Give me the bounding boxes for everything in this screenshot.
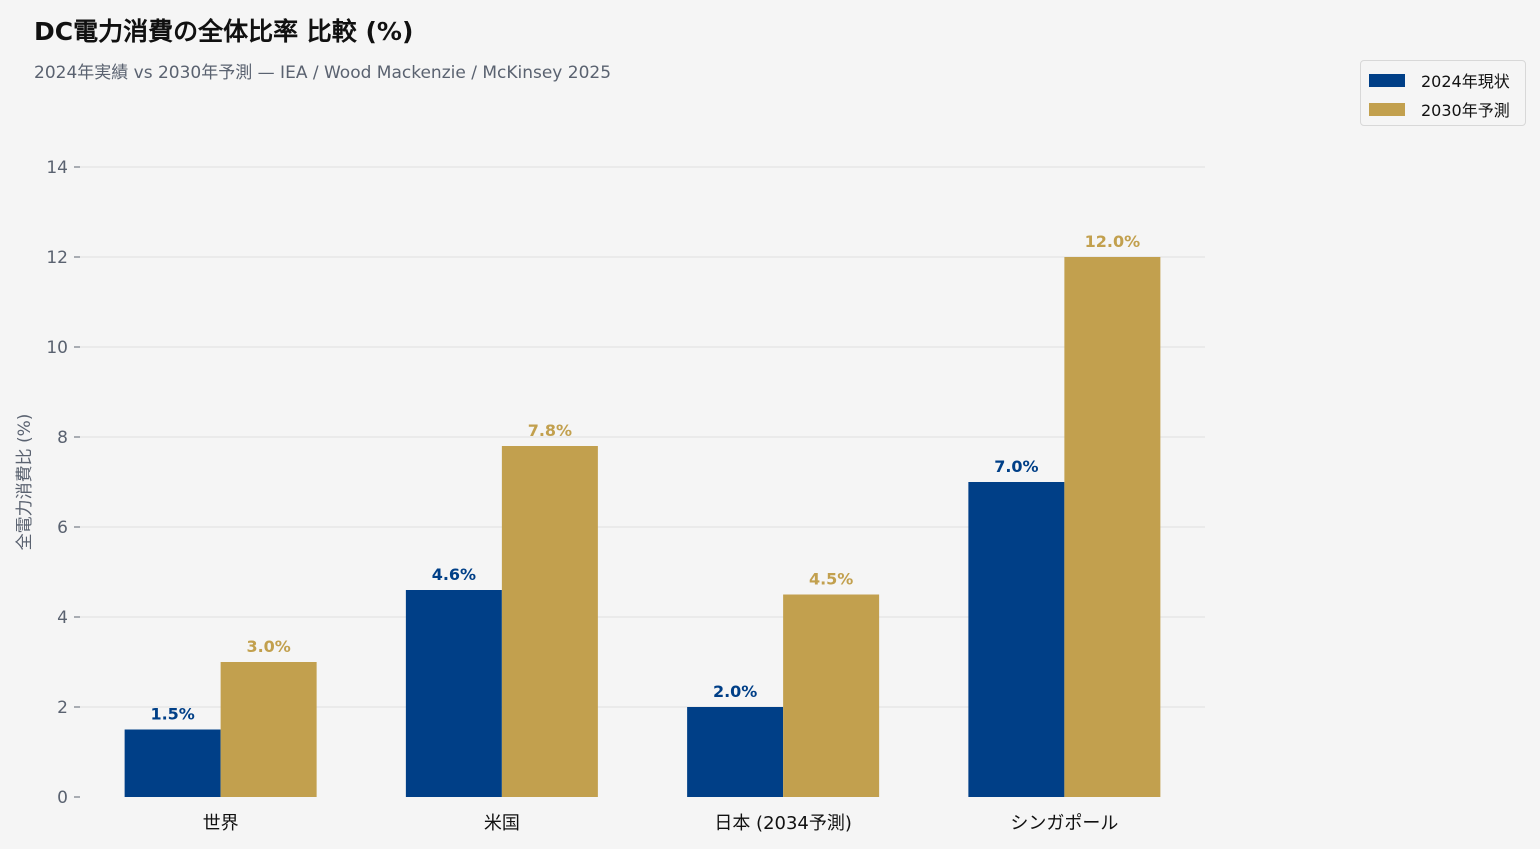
data-label: 3.0%	[246, 637, 290, 656]
legend-swatch	[1369, 102, 1405, 116]
x-tick-label: 世界	[203, 813, 239, 834]
x-tick-label: 米国	[484, 813, 520, 834]
chart-subtitle: 2024年実績 vs 2030年予測 — IEA / Wood Mackenzi…	[34, 63, 612, 83]
bar	[968, 482, 1065, 797]
legend-swatch	[1369, 73, 1405, 87]
bar	[124, 729, 221, 797]
y-tick-label: 0	[57, 788, 68, 808]
bar	[501, 446, 598, 797]
data-label: 12.0%	[1085, 232, 1141, 251]
y-tick-label: 10	[46, 338, 68, 358]
legend: 2024年現状 2030年予測	[1360, 60, 1526, 126]
bar	[1064, 257, 1161, 797]
bar	[783, 594, 880, 797]
legend-item-2024: 2024年現状	[1369, 68, 1510, 92]
data-label: 7.8%	[528, 421, 572, 440]
bar	[405, 590, 502, 797]
y-tick-label: 2	[57, 698, 68, 718]
y-tick-label: 8	[57, 428, 68, 448]
bar	[687, 707, 784, 797]
y-tick-label: 12	[46, 248, 68, 268]
data-label: 7.0%	[994, 457, 1038, 476]
y-tick-label: 6	[57, 518, 68, 538]
y-tick-label: 4	[57, 608, 68, 628]
legend-label: 2030年予測	[1421, 101, 1510, 120]
x-tick-label: シンガポール	[1010, 813, 1118, 834]
data-label: 4.5%	[809, 570, 853, 589]
data-label: 1.5%	[150, 705, 194, 724]
data-label: 4.6%	[432, 565, 476, 584]
legend-label: 2024年現状	[1421, 72, 1510, 91]
bar	[220, 662, 317, 797]
x-tick-label: 日本 (2034予測)	[714, 813, 852, 834]
data-label: 2.0%	[713, 682, 757, 701]
legend-item-2030: 2030年予測	[1369, 97, 1510, 121]
chart-title: DC電力消費の全体比率 比較 (%)	[34, 17, 414, 46]
y-axis-label: 全電力消費比 (%)	[15, 414, 35, 551]
y-tick-label: 14	[46, 158, 68, 178]
